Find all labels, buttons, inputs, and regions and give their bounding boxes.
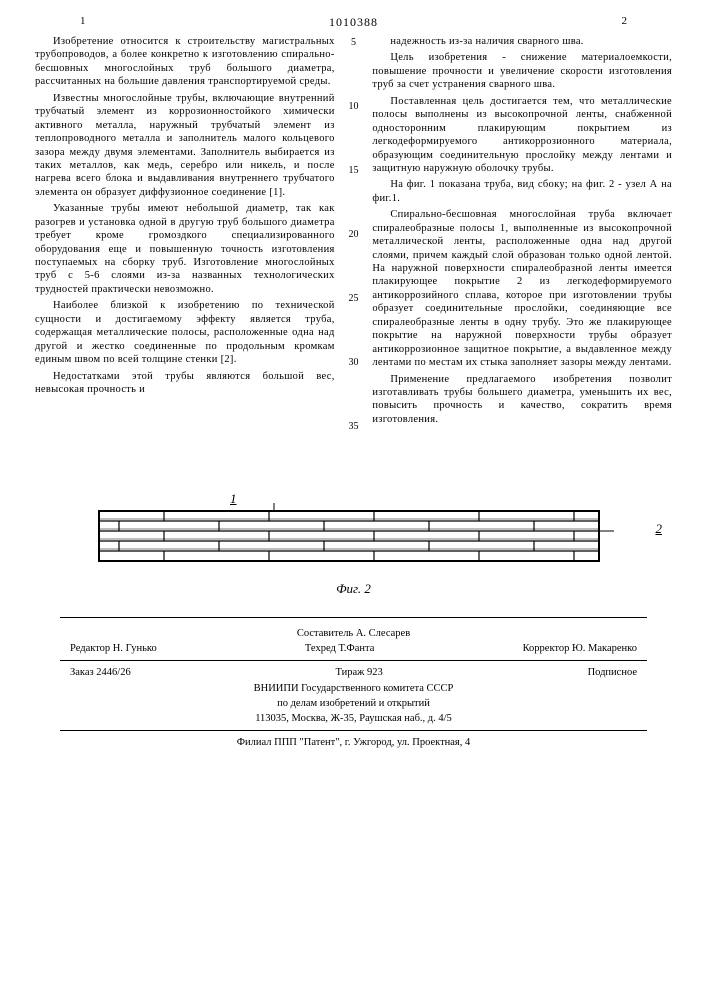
- editor: Редактор Н. Гунько: [70, 641, 157, 656]
- line-mark: 5: [351, 35, 356, 99]
- figure-caption: Фиг. 2: [60, 581, 647, 597]
- line-mark: 30: [349, 355, 359, 419]
- figure-label-1: 1: [230, 491, 237, 507]
- para: Спирально-бесшовная многослойная труба в…: [372, 208, 672, 369]
- document-number: 1010388: [329, 15, 378, 30]
- page-number-left: 1: [80, 15, 86, 27]
- org-line-1: ВНИИПИ Государственного комитета СССР: [60, 681, 647, 696]
- line-number-gutter: 5 10 15 20 25 30 35: [345, 35, 363, 483]
- subscription: Подписное: [588, 665, 637, 680]
- para: Изобретение относится к строительству ма…: [35, 35, 335, 89]
- column-left: Изобретение относится к строительству ма…: [35, 35, 335, 483]
- para: Применение предлагаемого изобретения поз…: [372, 373, 672, 427]
- footer-block: Составитель А. Слесарев Редактор Н. Гунь…: [0, 626, 707, 751]
- page-number-right: 2: [622, 15, 628, 27]
- column-right: надежность из-за наличия сварного шва. Ц…: [372, 35, 672, 483]
- order-number: Заказ 2446/26: [70, 665, 131, 680]
- tech-editor: Техред Т.Фанта: [305, 641, 374, 656]
- line-mark: 10: [349, 99, 359, 163]
- para: Цель изобретения - снижение материалоемк…: [372, 51, 672, 91]
- compiler-line: Составитель А. Слесарев: [60, 626, 647, 641]
- line-mark: 35: [349, 419, 359, 483]
- thin-divider: [60, 730, 647, 731]
- org-line-2: по делам изобретений и открытий: [60, 696, 647, 711]
- layered-pipe-diagram: [94, 503, 614, 573]
- para: Наиболее близкой к изобретению по технич…: [35, 299, 335, 366]
- corrector: Корректор Ю. Макаренко: [523, 641, 637, 656]
- tirazh: Тираж 923: [335, 665, 382, 680]
- thin-divider: [60, 660, 647, 661]
- para: надежность из-за наличия сварного шва.: [372, 35, 672, 48]
- para: Поставленная цель достигается тем, что м…: [372, 95, 672, 176]
- para: Указанные трубы имеют небольшой диаметр,…: [35, 202, 335, 296]
- para: Известны многослойные трубы, включающие …: [35, 92, 335, 200]
- figure-2: 1 2: [0, 503, 707, 597]
- line-mark: 25: [349, 291, 359, 355]
- address-line: 113035, Москва, Ж-35, Раушская наб., д. …: [60, 711, 647, 726]
- para: На фиг. 1 показана труба, вид сбоку; на …: [372, 178, 672, 205]
- para: Недостатками этой трубы являются большой…: [35, 370, 335, 397]
- line-mark: 15: [349, 163, 359, 227]
- figure-label-2: 2: [656, 521, 663, 537]
- branch-line: Филиал ППП "Патент", г. Ужгород, ул. Про…: [60, 735, 647, 750]
- divider-line: [60, 617, 647, 618]
- line-mark: 20: [349, 227, 359, 291]
